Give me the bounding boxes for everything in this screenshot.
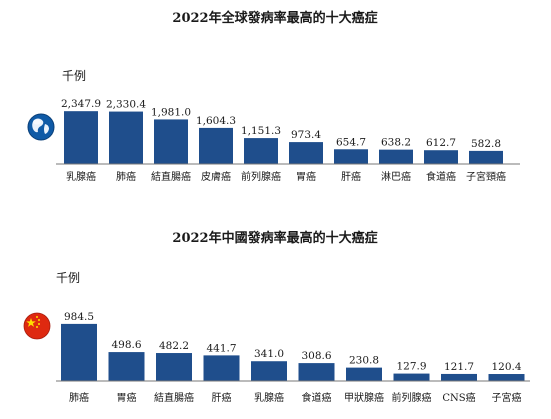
bar [244,138,278,164]
category-labels: 乳腺癌 肺癌 結直腸癌 皮膚癌 前列腺癌 胃癌 肝癌 淋巴癌 食道癌 子宮頸癌 [66,170,506,183]
category-label: 前列腺癌 [241,170,281,183]
bar [61,323,97,381]
bar [393,373,430,381]
bar [488,374,525,381]
category-label: 子宮頸癌 [466,170,506,183]
category-label: 子宮癌 [492,391,522,404]
category-label: 甲狀腺癌 [344,391,384,404]
category-label: 食道癌 [426,170,456,183]
bar [108,352,145,381]
bar [346,367,382,381]
category-label: 乳腺癌 [66,170,96,183]
data-label: 441.7 [206,342,236,354]
bar [203,355,240,381]
bar [334,149,368,164]
category-label: CNS癌 [442,391,475,404]
category-label: 肺癌 [69,391,89,404]
data-label: 341.0 [254,348,284,360]
bar [154,119,188,164]
category-label: 淋巴癌 [381,170,411,183]
category-label: 乳腺癌 [254,391,284,404]
category-label: 肝癌 [212,391,232,404]
bars-group: 984.5 498.6 482.2 441.7 341.0 308.6 230.8 127.9… [61,311,525,381]
chart-china: 2022年中國發病率最高的十大癌症 千例 984.5 498.6 482.2 441.… [23,230,530,404]
data-label: 973.4 [291,129,321,141]
data-label: 308.6 [301,350,331,362]
data-label: 638.2 [381,137,411,149]
bar [156,353,192,381]
bar [424,150,458,164]
bar [289,142,323,164]
category-label: 肺癌 [116,170,136,183]
category-label: 皮膚癌 [201,170,231,183]
bar [109,111,143,164]
data-label: 121.7 [444,361,474,373]
data-label: 582.8 [471,138,501,150]
data-label: 2,330.4 [106,99,146,111]
data-label: 127.9 [396,361,426,373]
data-label: 2,347.9 [61,98,101,110]
data-label: 482.2 [159,340,189,352]
data-label: 1,604.3 [196,115,236,127]
data-label: 612.7 [426,137,456,149]
category-label: 肝癌 [341,170,361,183]
chart-global: 2022年全球發病率最高的十大癌症 千例 2,347.9 2,330.4 1,981… [27,10,520,183]
bar [251,361,287,381]
category-label: 結直腸癌 [154,391,194,404]
bars-group: 2,347.9 2,330.4 1,981.0 1,604.3 1,151.3 973.4… [61,98,503,164]
category-label: 胃癌 [117,391,137,404]
bar [379,149,413,164]
data-label: 230.8 [349,355,379,367]
bar [469,150,503,164]
data-label: 984.5 [64,311,94,323]
category-label: 結直腸癌 [151,170,191,183]
chart-title: 2022年全球發病率最高的十大癌症 [172,10,377,26]
bar [199,127,233,164]
data-label: 498.6 [111,339,141,351]
category-labels: 肺癌 胃癌 結直腸癌 肝癌 乳腺癌 食道癌 甲狀腺癌 前列腺癌 CNS癌 子宮癌 [69,391,522,404]
globe-icon [27,113,55,141]
category-label: 胃癌 [296,170,316,183]
chart-title: 2022年中國發病率最高的十大癌症 [172,230,377,246]
data-label: 1,981.0 [151,106,191,118]
category-label: 前列腺癌 [392,391,432,404]
china-flag-icon [23,312,51,340]
data-label: 1,151.3 [241,125,281,137]
bar [64,111,98,164]
y-axis-unit: 千例 [62,69,86,83]
bar [441,373,477,381]
category-label: 食道癌 [302,391,332,404]
y-axis-unit: 千例 [56,271,80,285]
bar [298,363,335,381]
data-label: 120.4 [491,361,521,373]
data-label: 654.7 [336,136,366,148]
